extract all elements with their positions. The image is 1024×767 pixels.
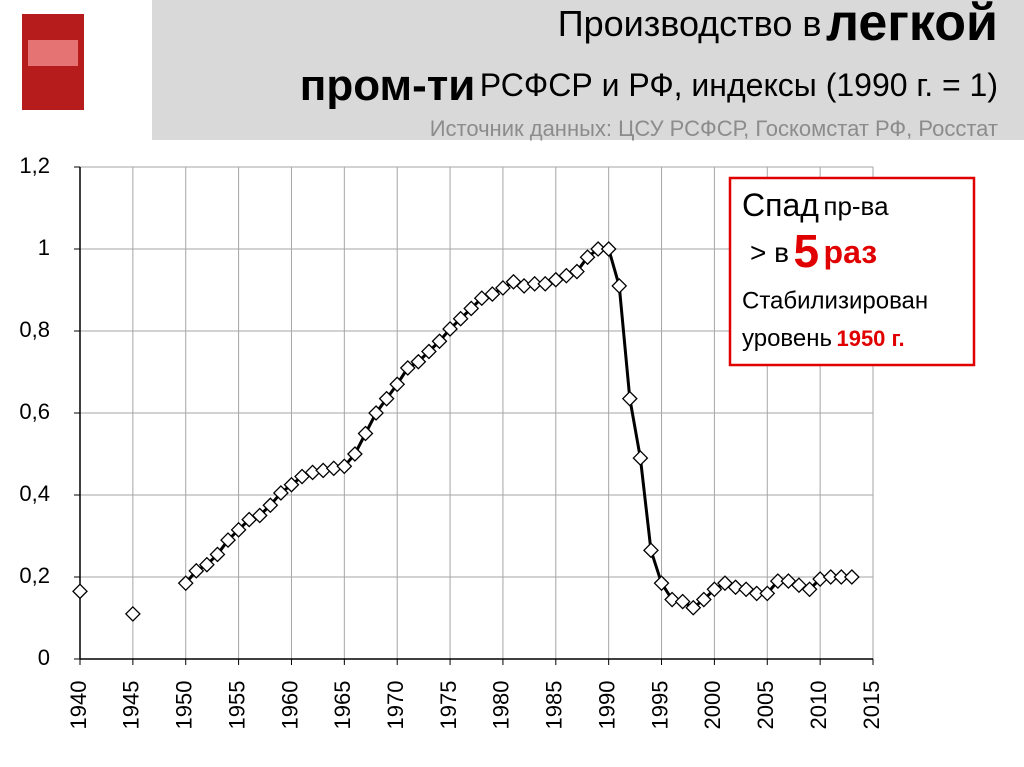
marker <box>262 497 279 514</box>
x-tick-label: 1965 <box>330 681 355 730</box>
marker <box>346 446 363 462</box>
marker <box>748 585 765 602</box>
x-tick-label: 1950 <box>172 681 197 730</box>
marker <box>695 591 712 608</box>
marker <box>272 485 289 501</box>
marker <box>664 591 681 608</box>
title-part: РСФСР и РФ, индексы (1990 г. = 1) <box>480 67 998 103</box>
y-tick-label: 0,4 <box>19 481 50 506</box>
book-map <box>28 40 78 66</box>
marker <box>442 321 458 337</box>
x-tick-label: 2005 <box>753 681 778 730</box>
marker <box>643 542 659 559</box>
marker <box>209 546 226 563</box>
annotation-line: Спад пр-ва <box>742 187 889 223</box>
marker <box>410 353 427 370</box>
marker <box>220 532 236 549</box>
marker <box>822 569 839 585</box>
marker <box>632 450 649 467</box>
annotation-part: 1950 г. <box>836 326 904 351</box>
marker <box>357 425 374 442</box>
x-tick-label: 1955 <box>224 681 249 730</box>
title-part: пром-ти <box>300 61 476 110</box>
header-band <box>152 0 1024 140</box>
x-tick-label: 1945 <box>119 681 144 730</box>
y-tick-label: 0,8 <box>19 317 50 342</box>
x-tick-label: 1995 <box>647 681 672 730</box>
y-tick-label: 0 <box>38 645 50 670</box>
chart-title-2: пром-ти РСФСР и РФ, индексы (1990 г. = 1… <box>300 61 998 110</box>
marker <box>727 579 744 596</box>
title-part: легкой <box>826 0 998 52</box>
marker <box>495 280 511 296</box>
marker <box>833 569 850 585</box>
annotation-part: Спад <box>742 187 819 223</box>
annotation-line: > в 5 раз <box>750 225 877 277</box>
annotation-line: Стабилизирован <box>742 287 928 314</box>
marker <box>579 249 596 266</box>
x-tick-label: 1990 <box>594 681 619 730</box>
marker <box>421 343 437 360</box>
marker <box>769 573 786 590</box>
marker <box>124 605 141 622</box>
chart-title: Производство в легкой <box>558 0 998 52</box>
annotation-part: 5 <box>793 225 819 277</box>
marker <box>283 476 300 493</box>
marker <box>463 300 480 317</box>
marker <box>251 507 268 524</box>
subtitle: Источник данных: ЦСУ РСФСР, Госкомстат Р… <box>430 116 998 141</box>
marker <box>399 359 416 376</box>
marker <box>368 405 384 421</box>
title-part: Производство в <box>558 3 822 44</box>
marker <box>759 585 776 602</box>
marker <box>72 583 88 600</box>
x-tick-label: 2000 <box>700 681 725 730</box>
y-tick-label: 0,2 <box>19 563 50 588</box>
marker <box>674 593 691 610</box>
marker <box>685 599 702 616</box>
marker <box>198 556 215 573</box>
y-tick-label: 1,2 <box>19 153 50 178</box>
marker <box>484 286 501 303</box>
x-tick-label: 1985 <box>542 681 567 730</box>
annotation-box <box>728 176 976 367</box>
marker <box>378 390 395 407</box>
marker <box>569 263 585 280</box>
marker <box>230 521 247 538</box>
marker <box>706 581 723 598</box>
marker <box>336 458 353 475</box>
marker <box>611 277 628 294</box>
annotation-part: > в <box>750 237 789 268</box>
marker <box>621 390 638 407</box>
marker <box>843 569 860 585</box>
marker <box>653 575 670 592</box>
y-tick-label: 1 <box>38 235 50 260</box>
marker <box>590 241 607 257</box>
x-tick-label: 1960 <box>277 681 302 730</box>
marker <box>452 310 469 327</box>
annotation-line: уровень 1950 г. <box>742 325 905 352</box>
x-tick-label: 1975 <box>436 681 461 730</box>
x-tick-label: 1970 <box>383 681 408 730</box>
x-tick-label: 2015 <box>859 681 884 730</box>
marker <box>600 241 617 257</box>
marker <box>389 376 406 393</box>
marker <box>177 575 194 592</box>
annotation-part: пр-ва <box>823 191 889 221</box>
x-tick-label: 2010 <box>806 681 831 730</box>
y-tick-label: 0,6 <box>19 399 50 424</box>
annotation-part: раз <box>824 234 878 270</box>
marker <box>526 275 543 292</box>
marker <box>431 333 448 350</box>
x-tick-label: 1940 <box>66 681 91 730</box>
annotation-part: уровень <box>742 325 832 352</box>
marker <box>188 562 205 579</box>
marker <box>801 581 818 598</box>
x-tick-label: 1980 <box>489 681 514 730</box>
